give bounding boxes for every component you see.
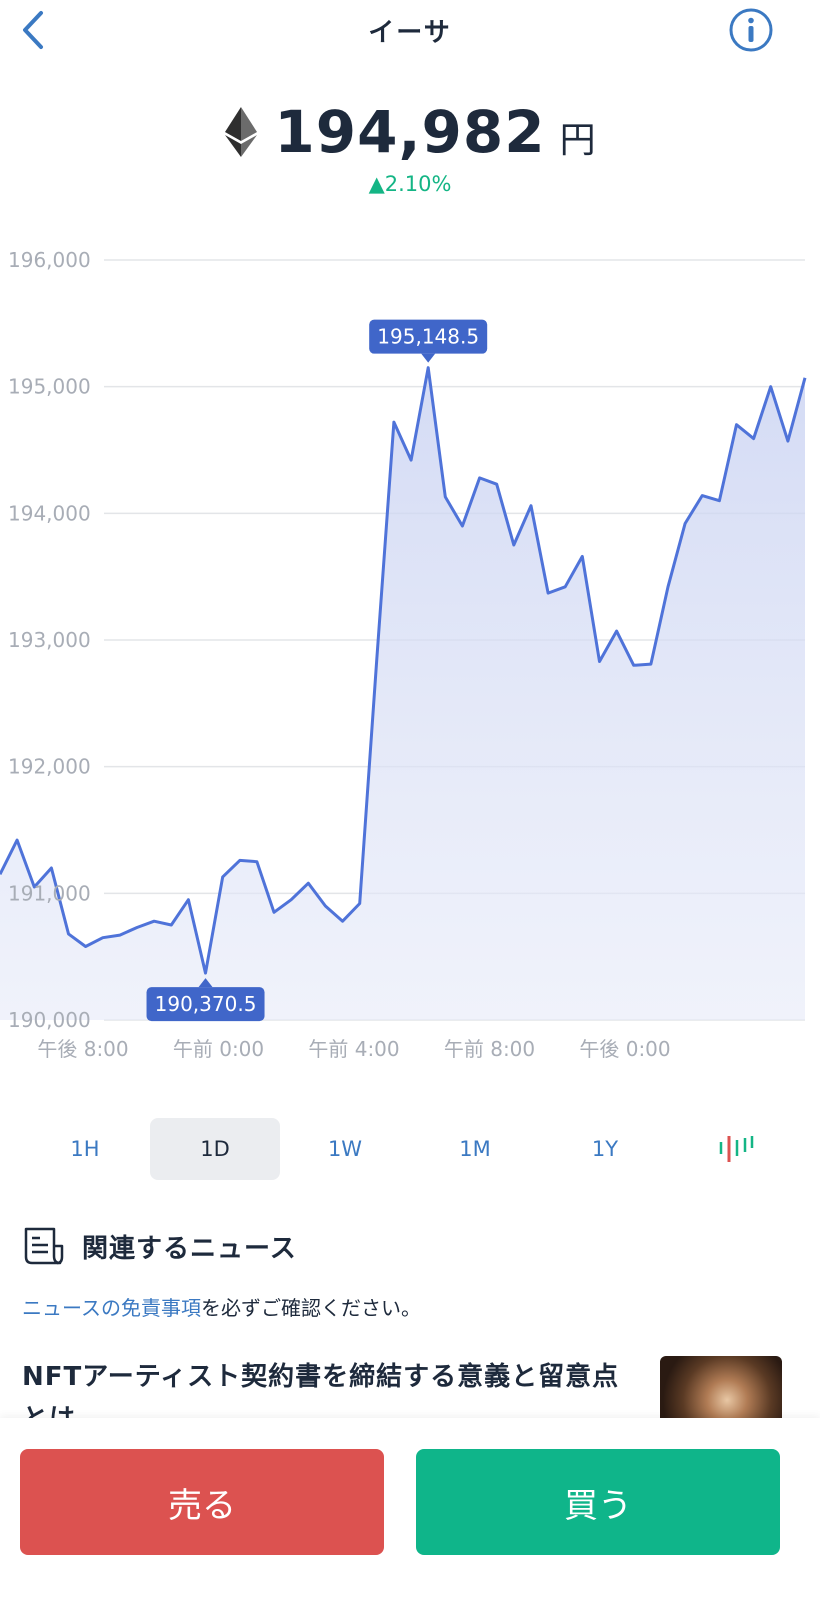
price-row: 194,982 円 [0,98,820,166]
y-tick-label: 191,000 [8,881,91,905]
range-1w[interactable]: 1W [327,1137,363,1161]
info-button[interactable] [728,7,774,53]
price-line [0,366,807,975]
price-change: ▲2.10% [368,172,452,196]
price-area-fill [0,367,805,1020]
chevron-left-icon [23,11,43,49]
y-tick-label: 195,000 [8,375,91,399]
range-1d[interactable]: 1D [150,1118,280,1180]
buy-button[interactable]: 買う [416,1449,780,1555]
candlestick-chart-icon [719,1136,754,1162]
y-tick-label: 194,000 [8,501,91,525]
article-title: NFTアーティスト契約書を締結する意義と留意点とは [22,1362,620,1418]
x-tick-label: 午後 8:00 [37,1037,128,1061]
news-disclaimer: ニュースの免責事項を必ずご確認ください。 [22,1292,421,1321]
news-article[interactable]: NFTアーティスト契約書を締結する意義と留意点とは [0,1350,820,1418]
info-circle-icon [729,8,773,52]
y-tick-label: 190,000 [8,1008,91,1032]
sell-button[interactable]: 売る [20,1449,384,1555]
x-tick-label: 午前 8:00 [444,1037,535,1061]
candlestick-toggle[interactable] [670,1118,800,1180]
high-price-callout: 195,148.5 [369,319,488,363]
range-1y[interactable]: 1Y [591,1137,619,1161]
disclaimer-link[interactable]: ニュースの免責事項 [22,1296,201,1320]
ethereum-icon [225,107,258,157]
x-tick-label: 午後 0:00 [579,1037,670,1061]
range-selector: 1H 1D 1W 1M 1Y [20,1118,800,1180]
news-section-header: 関連するニュース [22,1226,297,1266]
current-price: 194,982 [274,98,546,166]
price-chart[interactable]: 190,000 191,000 192,000 193,000 194,000 195,0… [0,240,820,1070]
range-1m[interactable]: 1M [459,1137,491,1161]
newspaper-icon [24,1227,64,1265]
x-tick-label: 午前 0:00 [173,1037,264,1061]
currency-unit: 円 [559,120,596,161]
svg-text:195,148.5: 195,148.5 [377,325,479,349]
x-tick-label: 午前 4:00 [308,1037,399,1061]
svg-text:190,370.5: 190,370.5 [155,992,257,1016]
low-price-callout: 190,370.5 [146,978,265,1022]
y-tick-label: 196,000 [8,248,91,272]
disclaimer-text: を必ずご確認ください。 [201,1296,421,1320]
news-heading: 関連するニュース [82,1233,297,1264]
page-title: イーサ [368,18,452,48]
article-thumbnail [660,1356,782,1418]
y-tick-label: 193,000 [8,628,91,652]
range-1h[interactable]: 1H [70,1137,100,1161]
back-button[interactable] [10,8,54,52]
y-tick-label: 192,000 [8,755,91,779]
